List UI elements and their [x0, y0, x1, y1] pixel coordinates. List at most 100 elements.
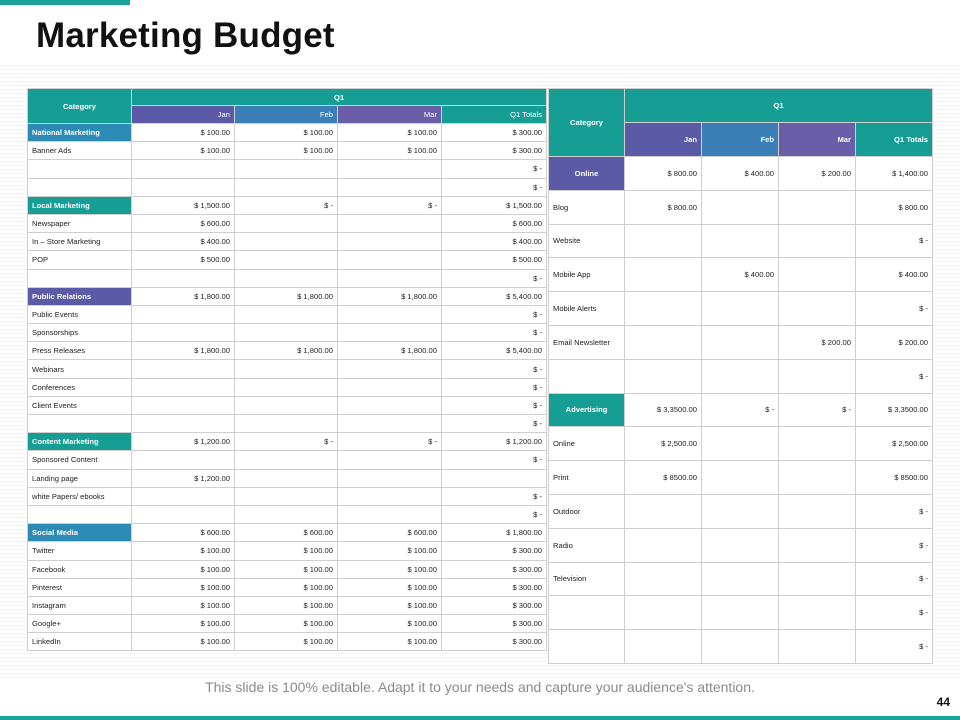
- amount-cell: $ 100.00: [234, 141, 338, 161]
- amount-cell: [701, 629, 779, 664]
- amount-cell: $ 300.00: [440, 559, 548, 579]
- amount-cell: $ 1,500.00: [440, 195, 548, 215]
- amount-cell: $ 800.00: [854, 189, 934, 225]
- row-label: Banner Ads: [27, 141, 132, 161]
- amount-cell: $ 8500.00: [854, 460, 934, 495]
- amount-cell: [337, 377, 442, 397]
- amount-cell: [701, 358, 779, 394]
- amount-cell: $ 100.00: [131, 541, 235, 561]
- category-label: Advertising: [548, 392, 625, 428]
- amount-cell: $ -: [440, 395, 548, 416]
- amount-cell: $ 1,800.00: [337, 286, 442, 306]
- amount-cell: $ 300.00: [440, 632, 548, 652]
- amount-cell: [778, 223, 856, 259]
- row-label: [548, 358, 625, 394]
- amount-cell: [131, 486, 235, 506]
- amount-cell: $ 400.00: [701, 156, 779, 191]
- amount-cell: $ 1,800.00: [440, 523, 548, 543]
- amount-cell: $ 300.00: [440, 595, 548, 616]
- category-row: Advertising $ 3,3500.00 $ - $ - $ 3,3500.00: [548, 392, 934, 428]
- amount-cell: $ -: [854, 595, 934, 631]
- amount-cell: [337, 159, 442, 179]
- amount-cell: $ 100.00: [234, 541, 338, 561]
- row-label: Conferences: [27, 377, 132, 397]
- amount-cell: $ 2,500.00: [854, 426, 934, 462]
- table-row: Sponsorships $ -: [27, 323, 548, 343]
- amount-cell: [778, 527, 856, 563]
- amount-cell: $ -: [854, 493, 934, 529]
- amount-cell: [131, 395, 235, 416]
- q1-header: Q1: [130, 88, 548, 106]
- amount-cell: [131, 177, 235, 197]
- amount-cell: $ 400.00: [131, 232, 235, 252]
- row-label: Email Newsletter: [548, 324, 625, 360]
- amount-cell: [624, 629, 702, 664]
- page-number: 44: [936, 695, 950, 709]
- amount-cell: [778, 291, 856, 326]
- table-row: Press Releases $ 1,800.00 $ 1,800.00 $ 1,80…: [27, 341, 548, 361]
- row-label: Client Events: [27, 395, 132, 416]
- right-table-body: Online $ 800.00 $ 400.00 $ 200.00 $ 1,400.00…: [548, 156, 934, 664]
- amount-cell: [337, 468, 442, 488]
- amount-cell: $ 400.00: [854, 257, 934, 293]
- amount-cell: $ 1,800.00: [234, 341, 338, 361]
- amount-cell: $ 500.00: [131, 250, 235, 270]
- category-row: Local Marketing $ 1,500.00 $ - $ - $ 1,500.0…: [27, 195, 548, 215]
- amount-cell: $ 100.00: [337, 541, 442, 561]
- row-label: Press Releases: [27, 341, 132, 361]
- amount-cell: [440, 468, 548, 488]
- table-row: Pinterest $ 100.00 $ 100.00 $ 100.00 $ 300.0…: [27, 577, 548, 597]
- q1-totals-header: Q1 Totals: [854, 122, 934, 157]
- table-row: Public Events $ -: [27, 304, 548, 325]
- amount-cell: $ 300.00: [440, 541, 548, 561]
- amount-cell: $ -: [701, 392, 779, 428]
- amount-cell: $ 1,400.00: [854, 156, 934, 191]
- amount-cell: [778, 189, 856, 225]
- amount-cell: $ -: [234, 195, 338, 215]
- amount-cell: [701, 493, 779, 529]
- table-row: Client Events $ -: [27, 395, 548, 416]
- category-header: Category: [548, 88, 625, 157]
- top-accent-bar: [0, 0, 130, 5]
- table-row: Mobile Alerts $ -: [548, 291, 934, 326]
- table-row: Newspaper $ 600.00 $ 600.00: [27, 213, 548, 234]
- amount-cell: $ 1,800.00: [234, 286, 338, 306]
- category-row: Public Relations $ 1,800.00 $ 1,800.00 $ 1,…: [27, 286, 548, 306]
- table-row: Banner Ads $ 100.00 $ 100.00 $ 100.00 $ 300.…: [27, 141, 548, 161]
- table-row: Email Newsletter $ 200.00 $ 200.00: [548, 324, 934, 360]
- table-row: Google+ $ 100.00 $ 100.00 $ 100.00 $ 300.00: [27, 614, 548, 634]
- amount-cell: [234, 213, 338, 234]
- amount-cell: [337, 504, 442, 525]
- amount-cell: $ 1,200.00: [131, 432, 235, 452]
- table-row: Outdoor $ -: [548, 493, 934, 529]
- amount-cell: [701, 527, 779, 563]
- amount-cell: $ -: [234, 432, 338, 452]
- table-row: Blog $ 800.00 $ 800.00: [548, 189, 934, 225]
- amount-cell: [624, 324, 702, 360]
- category-row: Social Media $ 600.00 $ 600.00 $ 600.00 $ 1,…: [27, 523, 548, 543]
- row-label: Online: [548, 426, 625, 462]
- amount-cell: [778, 629, 856, 664]
- category-row: Online $ 800.00 $ 400.00 $ 200.00 $ 1,400.00: [548, 156, 934, 191]
- table-row: $ -: [548, 595, 934, 631]
- amount-cell: [234, 159, 338, 179]
- amount-cell: [778, 561, 856, 597]
- amount-cell: $ 1,800.00: [131, 286, 235, 306]
- row-label: In – Store Marketing: [27, 232, 132, 252]
- amount-cell: [234, 413, 338, 434]
- amount-cell: [337, 413, 442, 434]
- table-row: $ -: [548, 629, 934, 664]
- amount-cell: [701, 460, 779, 495]
- amount-cell: $ 100.00: [131, 122, 235, 143]
- amount-cell: $ 800.00: [624, 156, 702, 191]
- row-label: Sponsorships: [27, 323, 132, 343]
- row-label: [548, 629, 625, 664]
- row-label: LinkedIn: [27, 632, 132, 652]
- row-label: Mobile Alerts: [548, 291, 625, 326]
- row-label: Pinterest: [27, 577, 132, 597]
- amount-cell: $ 400.00: [440, 232, 548, 252]
- category-label: National Marketing: [27, 122, 132, 143]
- amount-cell: [131, 268, 235, 288]
- feb-header: Feb: [234, 105, 338, 124]
- row-label: Blog: [548, 189, 625, 225]
